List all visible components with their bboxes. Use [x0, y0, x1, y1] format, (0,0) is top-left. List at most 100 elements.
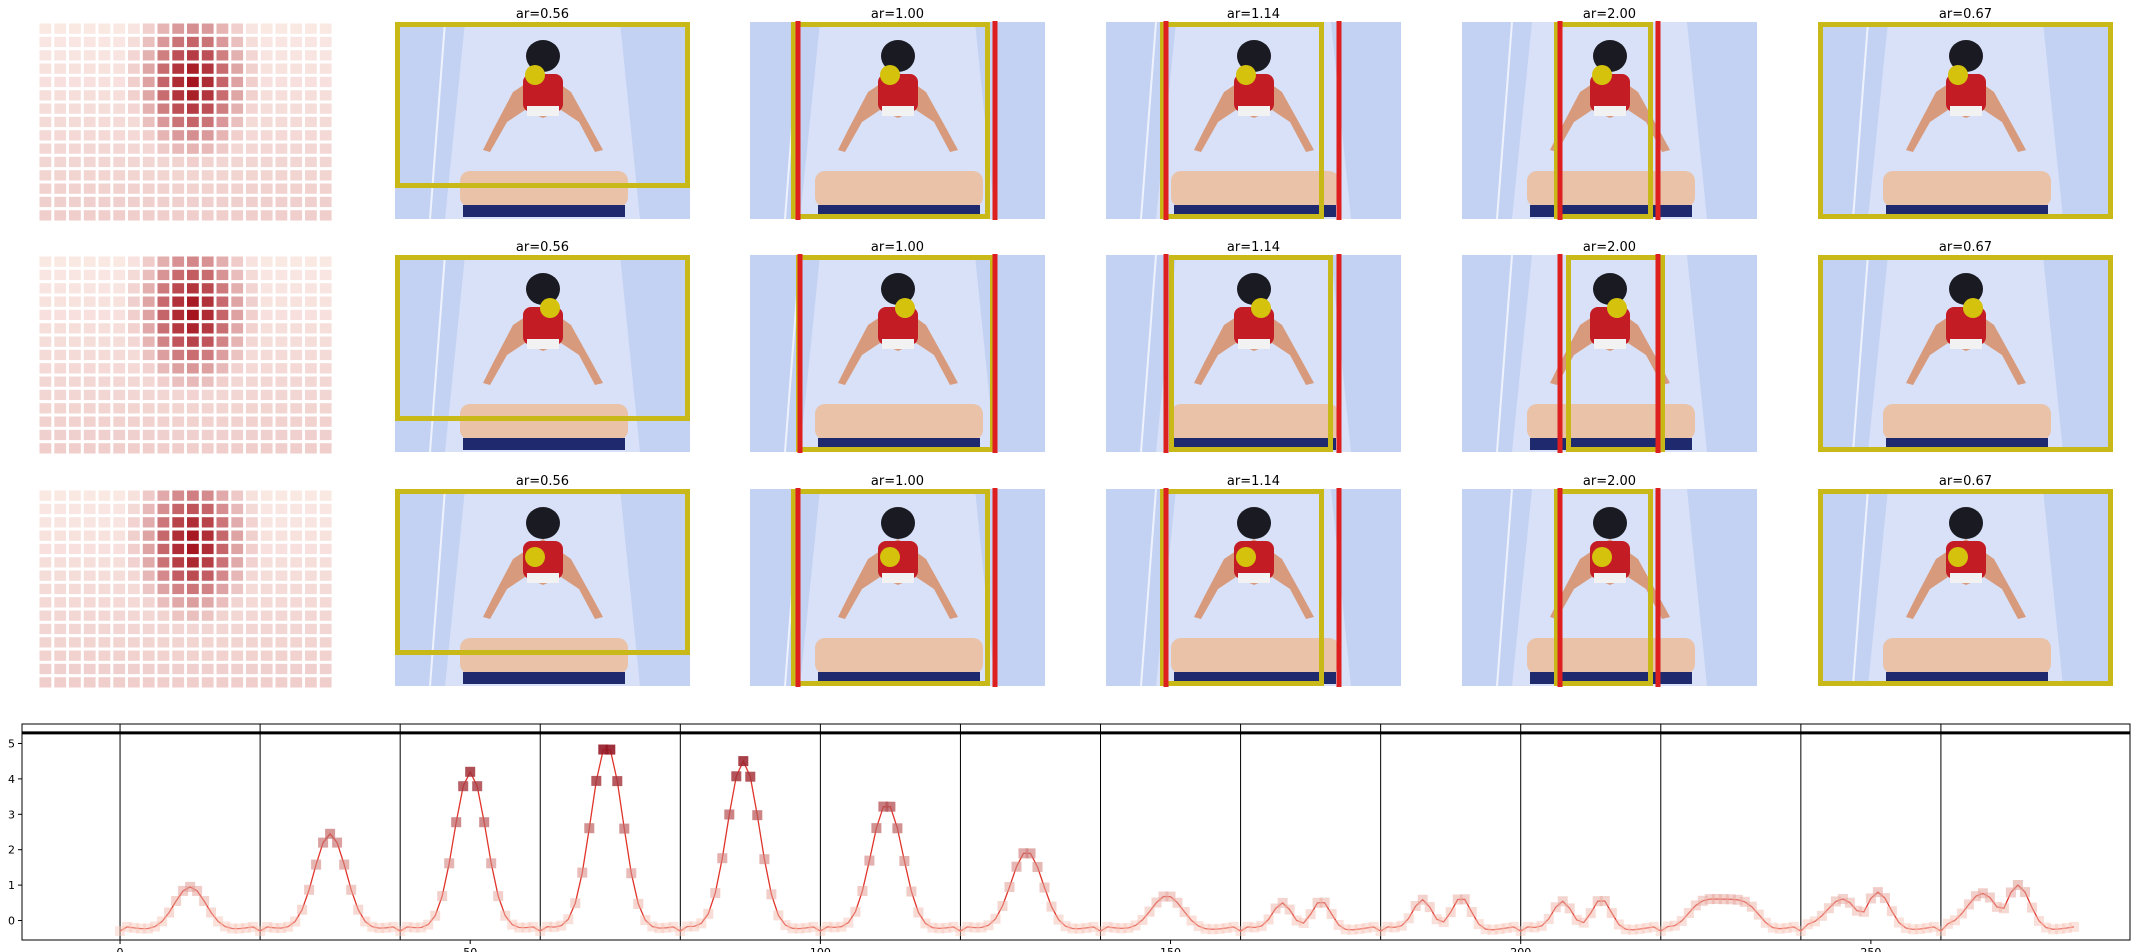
heatmap-cell: [157, 663, 170, 675]
heatmap-cell: [172, 76, 185, 88]
heatmap-cell: [201, 76, 214, 88]
heatmap-cell: [142, 517, 155, 528]
runway: [1156, 22, 1351, 219]
heatmap-cell: [260, 583, 273, 595]
saliency-dot: [880, 547, 900, 567]
heatmap-cell: [157, 103, 170, 114]
data-point: [1697, 895, 1708, 906]
heatmap-cell: [231, 23, 244, 34]
heatmap-cell: [231, 530, 244, 541]
heatmap-cell: [187, 349, 199, 361]
saliency-dot: [1236, 547, 1256, 567]
data-point: [1417, 894, 1428, 905]
heatmap-cell: [305, 543, 317, 555]
heatmap-cell: [39, 389, 52, 401]
heatmap-cell: [187, 130, 199, 141]
heatmap-cell: [128, 650, 140, 661]
data-point: [1473, 919, 1484, 930]
x-tick-label: 250: [1860, 946, 1881, 952]
heatmap-cell: [305, 583, 317, 595]
heatmap-cell: [275, 530, 288, 541]
data-point: [1970, 891, 1981, 902]
gymnast-shorts: [527, 339, 559, 349]
heatmap-cell: [157, 517, 170, 528]
heatmap-cell: [246, 336, 258, 347]
crop-edge-left: [795, 21, 801, 220]
gymnast-shorts: [1238, 573, 1270, 583]
heatmap-cell: [201, 570, 214, 581]
heatmap-cell: [128, 296, 140, 307]
heatmap-cell: [319, 90, 332, 101]
data-point: [577, 867, 588, 878]
attention-heatmap: [39, 490, 332, 688]
data-point: [689, 921, 700, 932]
heatmap-cell: [98, 90, 111, 101]
crop-edge-right: [1655, 21, 1661, 220]
data-point: [171, 896, 182, 906]
data-point: [1291, 915, 1302, 926]
heatmap-cell: [98, 623, 111, 635]
heatmap-cell: [142, 349, 155, 361]
data-point: [1893, 917, 1904, 928]
heatmap-cell: [290, 530, 303, 541]
heatmap-cell: [83, 663, 96, 675]
heatmap-cell: [231, 283, 244, 294]
heatmap-cell: [172, 403, 185, 414]
heatmap-cell: [216, 389, 229, 401]
heatmap-cell: [305, 323, 317, 334]
panel-title: ar=1.14: [1227, 240, 1280, 255]
heatmap-cell: [275, 283, 288, 294]
vault-base: [463, 672, 625, 684]
heatmap-cell: [290, 296, 303, 307]
heatmap-cell: [231, 570, 244, 581]
heatmap-cell: [231, 403, 244, 414]
heatmap-cell: [305, 63, 317, 74]
heatmap-cell: [83, 183, 96, 194]
heatmap-cell: [305, 416, 317, 427]
gymnast-shorts: [1950, 339, 1982, 349]
data-point: [1186, 915, 1197, 926]
heatmap-cell: [54, 269, 67, 281]
image-row: ar=0.56 ar=1.00 ar=1.14 ar=2.00 ar=0.67: [39, 474, 2113, 688]
heatmap-cell: [39, 429, 52, 441]
heatmap-cell: [216, 36, 229, 48]
heatmap-cell: [128, 663, 140, 675]
heatmap-cell: [216, 183, 229, 194]
gymnast-head: [1949, 40, 1983, 72]
heatmap-cell: [275, 677, 288, 688]
heatmap-cell: [246, 557, 258, 568]
gymnast-photo: [1462, 488, 1757, 687]
heatmap-cell: [216, 570, 229, 581]
heatmap-cell: [113, 637, 126, 648]
heatmap-cell: [319, 429, 332, 441]
heatmap-cell: [98, 156, 111, 168]
attention-heatmap: [39, 23, 332, 221]
heatmap-cell: [128, 156, 140, 168]
heatmap-cell: [319, 76, 332, 88]
heatmap-cell: [290, 50, 303, 61]
data-point: [1501, 923, 1512, 933]
data-point: [976, 922, 987, 933]
heatmap-cell: [113, 23, 126, 34]
saliency-dot: [1236, 65, 1256, 85]
heatmap-cell: [260, 650, 273, 661]
data-point: [1214, 923, 1225, 934]
heatmap-cell: [305, 490, 317, 501]
data-point: [2034, 915, 2044, 926]
gymnast-head: [881, 40, 915, 72]
panel-title: ar=0.67: [1939, 7, 1992, 22]
heatmap-cell: [157, 363, 170, 374]
data-point: [1011, 861, 1022, 872]
data-point: [1382, 921, 1393, 932]
data-point: [255, 926, 266, 937]
heatmap-cell: [54, 336, 67, 347]
data-point: [2020, 887, 2030, 898]
heatmap-cell: [113, 583, 126, 595]
heatmap-cell: [142, 23, 155, 34]
data-point: [185, 881, 196, 892]
data-point: [486, 858, 497, 869]
heatmap-cell: [305, 650, 317, 661]
heatmap-cell: [128, 130, 140, 141]
data-point: [1816, 910, 1827, 921]
heatmap-cell: [305, 363, 317, 374]
